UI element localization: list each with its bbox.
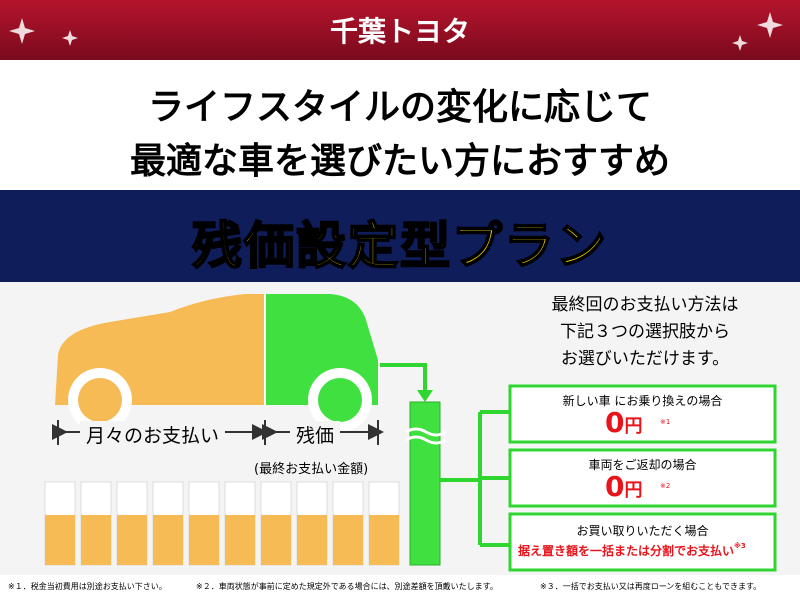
intro-line: 最終回のお支払い方法は: [551, 295, 739, 315]
sparkles: [9, 12, 783, 51]
option-amount: 0円: [605, 406, 642, 439]
footnote: ※２．車両状態が事前に定めた規定外である場合には、別途差額を頂戴いたします。: [196, 582, 498, 591]
monthly-label: 月々のお支払い: [80, 421, 226, 448]
option-detail: 据え置き額を一括または分割でお支払い※3: [518, 542, 746, 559]
monthly-bars: [44, 481, 400, 566]
bar-segment: [261, 515, 291, 565]
headline-line: 最適な車を選びたい方におすすめ: [129, 141, 670, 182]
banner-bar: [0, 190, 800, 282]
unit: 円: [624, 416, 643, 437]
footnote: ※３．一括でお支払い又は再度ローンを組むこともできます。: [540, 582, 762, 591]
intro-line: お選びいただけます。: [560, 349, 730, 369]
connectors: [380, 363, 510, 547]
bar-segment: [81, 515, 111, 565]
option-title: お買い取りいただく場合: [576, 524, 709, 538]
detail: 据え置き額を一括または分割でお支払い: [518, 544, 735, 558]
bar-segment: [333, 515, 363, 565]
bar-segment: [369, 515, 399, 565]
option-title: 車両をご返却の場合: [588, 458, 697, 472]
header-bar: [0, 0, 800, 60]
wheels: [68, 368, 372, 432]
brand: 千葉トヨタ: [329, 15, 470, 48]
option-note: ※2: [660, 482, 671, 490]
amount: 0: [605, 406, 625, 439]
option-note: ※1: [660, 418, 671, 426]
residual-label: 残価: [290, 421, 341, 448]
option-amount: 0円: [605, 470, 642, 503]
bar-segment: [297, 515, 327, 565]
intro: 最終回のお支払い方法は 下記３つの選択肢から お選びいただけます。: [500, 292, 790, 373]
residual-note: (最終お支払い金額): [254, 462, 369, 477]
option-note: ※3: [734, 542, 746, 550]
option-title: 新しい車 にお乗り換えの場合: [562, 394, 723, 408]
bar-break: [405, 427, 447, 445]
unit: 円: [624, 480, 643, 501]
intro-line: 下記３つの選択肢から: [560, 322, 730, 342]
bar-segment: [45, 515, 75, 565]
bar-segment: [153, 515, 183, 565]
bar-segment: [225, 515, 255, 565]
footnote: ※１．税金当初費用は別途お支払い下さい。: [8, 582, 167, 591]
arrow-head: [417, 390, 433, 402]
headline-line: ライフスタイルの変化に応じて: [147, 87, 652, 128]
option-boxes: [508, 384, 777, 572]
banner-title: 残価設定型プラン: [191, 216, 608, 276]
amount: 0: [605, 470, 625, 503]
residual-bar: [409, 401, 441, 566]
bar-segment: [189, 515, 219, 565]
bar-segment: [117, 515, 147, 565]
